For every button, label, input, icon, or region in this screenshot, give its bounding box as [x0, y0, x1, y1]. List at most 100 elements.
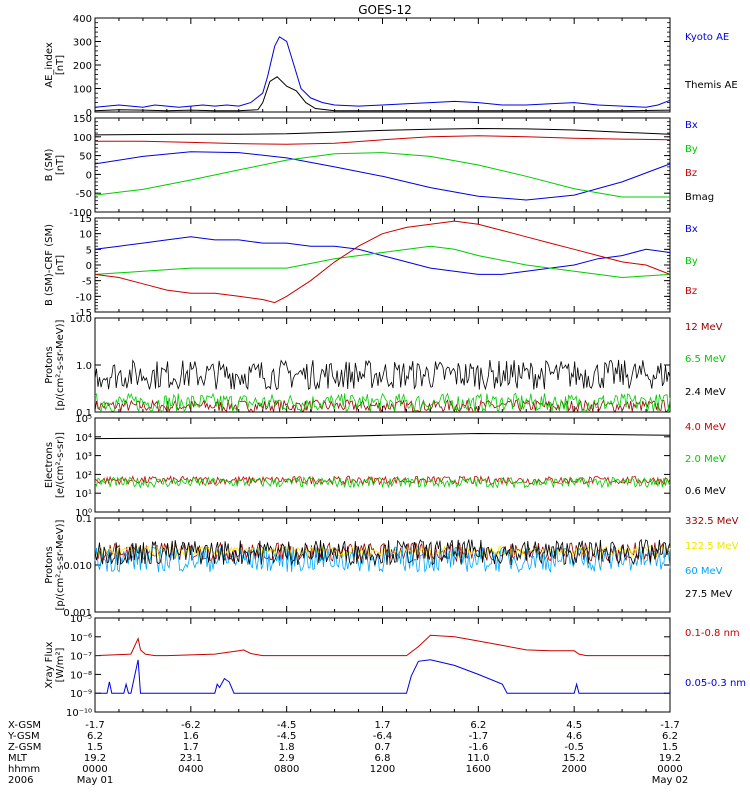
y-tick-label: 0.001: [63, 608, 92, 619]
ephemeris-cell: -0.5: [564, 742, 584, 753]
y-axis-label: Xray Flux: [44, 641, 55, 688]
series-line-bmag: [94, 127, 671, 136]
ephemeris-table: X-GSMY-GSMZ-GSMMLThhmm2006-1.76.21.519.2…: [7, 720, 688, 786]
legend-entry: Themis AE: [684, 80, 738, 91]
y-tick-label: 10⁵: [75, 414, 92, 425]
panel-frame: [94, 617, 671, 713]
legend-entry: Bx: [685, 224, 698, 235]
y-tick-label: 300: [73, 38, 92, 49]
y-tick-label: 0: [86, 261, 92, 272]
ephemeris-cell: 19.2: [84, 753, 106, 764]
y-tick-label: -5: [82, 277, 92, 288]
ephemeris-cell: 6.8: [375, 753, 391, 764]
y-axis-label: B (SM): [44, 148, 55, 181]
y-tick-label: 10²: [75, 470, 92, 481]
ephemeris-cell: -6.2: [181, 720, 201, 731]
legend-entry: 60 MeV: [685, 566, 723, 577]
ephemeris-cell: 1.7: [375, 720, 391, 731]
y-axis-label: [p/(cm²-s-sr-MeV)]: [55, 519, 66, 610]
legend-entry: Bmag: [685, 192, 714, 203]
ephemeris-row-label: MLT: [8, 753, 28, 764]
ephemeris-cell: 4.5: [566, 720, 582, 731]
legend-entry: 12 MeV: [685, 322, 723, 333]
ephemeris-cell: 0000: [82, 764, 107, 775]
y-axis-label: Protons: [44, 346, 55, 383]
ephemeris-cell: 0000: [657, 764, 682, 775]
panel-protons_high: 0.001 0.010 0.1 Protons [p/(cm²-s-sr-MeV)] 33…: [44, 514, 739, 619]
ephemeris-row-label: Y-GSM: [7, 731, 40, 742]
legend-entry: Bz: [685, 286, 697, 297]
ephemeris-cell: May 02: [652, 775, 689, 786]
y-tick-label: 100: [73, 133, 92, 144]
panel-electrons: 10⁰ 10¹ 10² 10³ 10⁴ 10⁵ Electrons [e/(cm²-s-sr)…: [44, 414, 726, 519]
ephemeris-cell: 0800: [274, 764, 299, 775]
ephemeris-cell: -1.7: [469, 731, 489, 742]
legend-entry: Bx: [685, 120, 698, 131]
y-tick-label: 100: [73, 85, 92, 96]
ephemeris-cell: -4.5: [277, 720, 297, 731]
series-line-27-5-mev: [94, 538, 671, 566]
y-tick-label: 5: [86, 245, 92, 256]
legend-entry: 332.5 MeV: [685, 516, 739, 527]
y-tick-label: 10⁴: [75, 433, 92, 444]
ephemeris-cell: 2.9: [279, 753, 295, 764]
y-tick-label: 0.1: [76, 514, 92, 525]
series-line-6-5-mev: [94, 392, 671, 414]
y-tick-label: -50: [76, 189, 92, 200]
y-axis-label: [W/m²]: [55, 647, 66, 682]
y-tick-label: 1.0: [76, 361, 92, 372]
ephemeris-cell: -1.7: [85, 720, 105, 731]
series-line-kyoto-ae: [94, 36, 671, 108]
ephemeris-cell: 1.7: [183, 742, 199, 753]
y-axis-label: AE_index: [44, 42, 55, 88]
y-tick-label: 10⁻⁵: [70, 614, 92, 625]
ephemeris-cell: 2000: [561, 764, 586, 775]
ephemeris-cell: -6.4: [373, 731, 393, 742]
legend-entry: By: [685, 256, 698, 267]
series-line-bx: [94, 151, 671, 201]
ephemeris-cell: May 01: [77, 775, 114, 786]
series-line-bz: [95, 135, 671, 145]
legend-entry: 0.1-0.8 nm: [685, 628, 740, 639]
panel-frame: [94, 117, 671, 213]
y-axis-label: [nT]: [55, 55, 66, 75]
y-tick-label: 10⁻⁶: [70, 633, 92, 644]
panel-xray: 10⁻¹⁰ 10⁻⁹ 10⁻⁸ 10⁻⁷ 10⁻⁶ 10⁻⁵ Xray Flux [W/m²]…: [44, 614, 746, 719]
y-tick-label: 0: [86, 170, 92, 181]
y-tick-label: -15: [76, 308, 92, 319]
series-line-0-1-0-8-nm: [94, 634, 670, 657]
y-axis-label: Electrons: [44, 442, 55, 488]
ephemeris-cell: 1.5: [662, 742, 678, 753]
series-line-4-0-mev: [94, 475, 671, 486]
ephemeris-cell: 0400: [178, 764, 203, 775]
ephemeris-cell: 15.2: [563, 753, 585, 764]
legend-entry: Bz: [685, 168, 697, 179]
panel-bdiff: -15 -10 -5 0 5 10 15 B (SM)-CRF (SM) [nT] Bx By Bz: [44, 214, 698, 319]
panel-frame: [94, 217, 671, 313]
series-line-bz: [94, 220, 671, 304]
y-tick-label: 200: [73, 61, 92, 72]
y-tick-label: 400: [73, 14, 92, 25]
y-tick-label: 0.010: [63, 561, 92, 572]
ephemeris-cell: 23.1: [180, 753, 202, 764]
series-line-2-0-mev: [94, 476, 671, 489]
ephemeris-row-label: hhmm: [8, 764, 40, 775]
panel-bsm: -100 -50 0 50 100 150 B (SM) [nT] Bx By Bz Bmag: [44, 114, 714, 219]
y-tick-label: 10⁻⁷: [70, 652, 92, 663]
ephemeris-cell: 6.2: [470, 720, 486, 731]
ephemeris-row-label: Z-GSM: [8, 742, 41, 753]
ephemeris-cell: -4.5: [277, 731, 297, 742]
ephemeris-cell: 1.8: [279, 742, 295, 753]
legend-entry: 2.0 MeV: [685, 454, 726, 465]
y-tick-label: -10: [76, 292, 92, 303]
plot-title: GOES-12: [358, 3, 412, 17]
y-axis-label: [nT]: [55, 155, 66, 175]
y-tick-label: 10⁻¹⁰: [66, 708, 92, 719]
ephemeris-cell: 1.6: [183, 731, 199, 742]
y-tick-label: 10: [79, 230, 92, 241]
legend-entry: 6.5 MeV: [685, 354, 726, 365]
ephemeris-cell: 1.5: [87, 742, 103, 753]
ephemeris-row-label: X-GSM: [8, 720, 41, 731]
y-tick-label: 10⁻⁹: [70, 689, 92, 700]
